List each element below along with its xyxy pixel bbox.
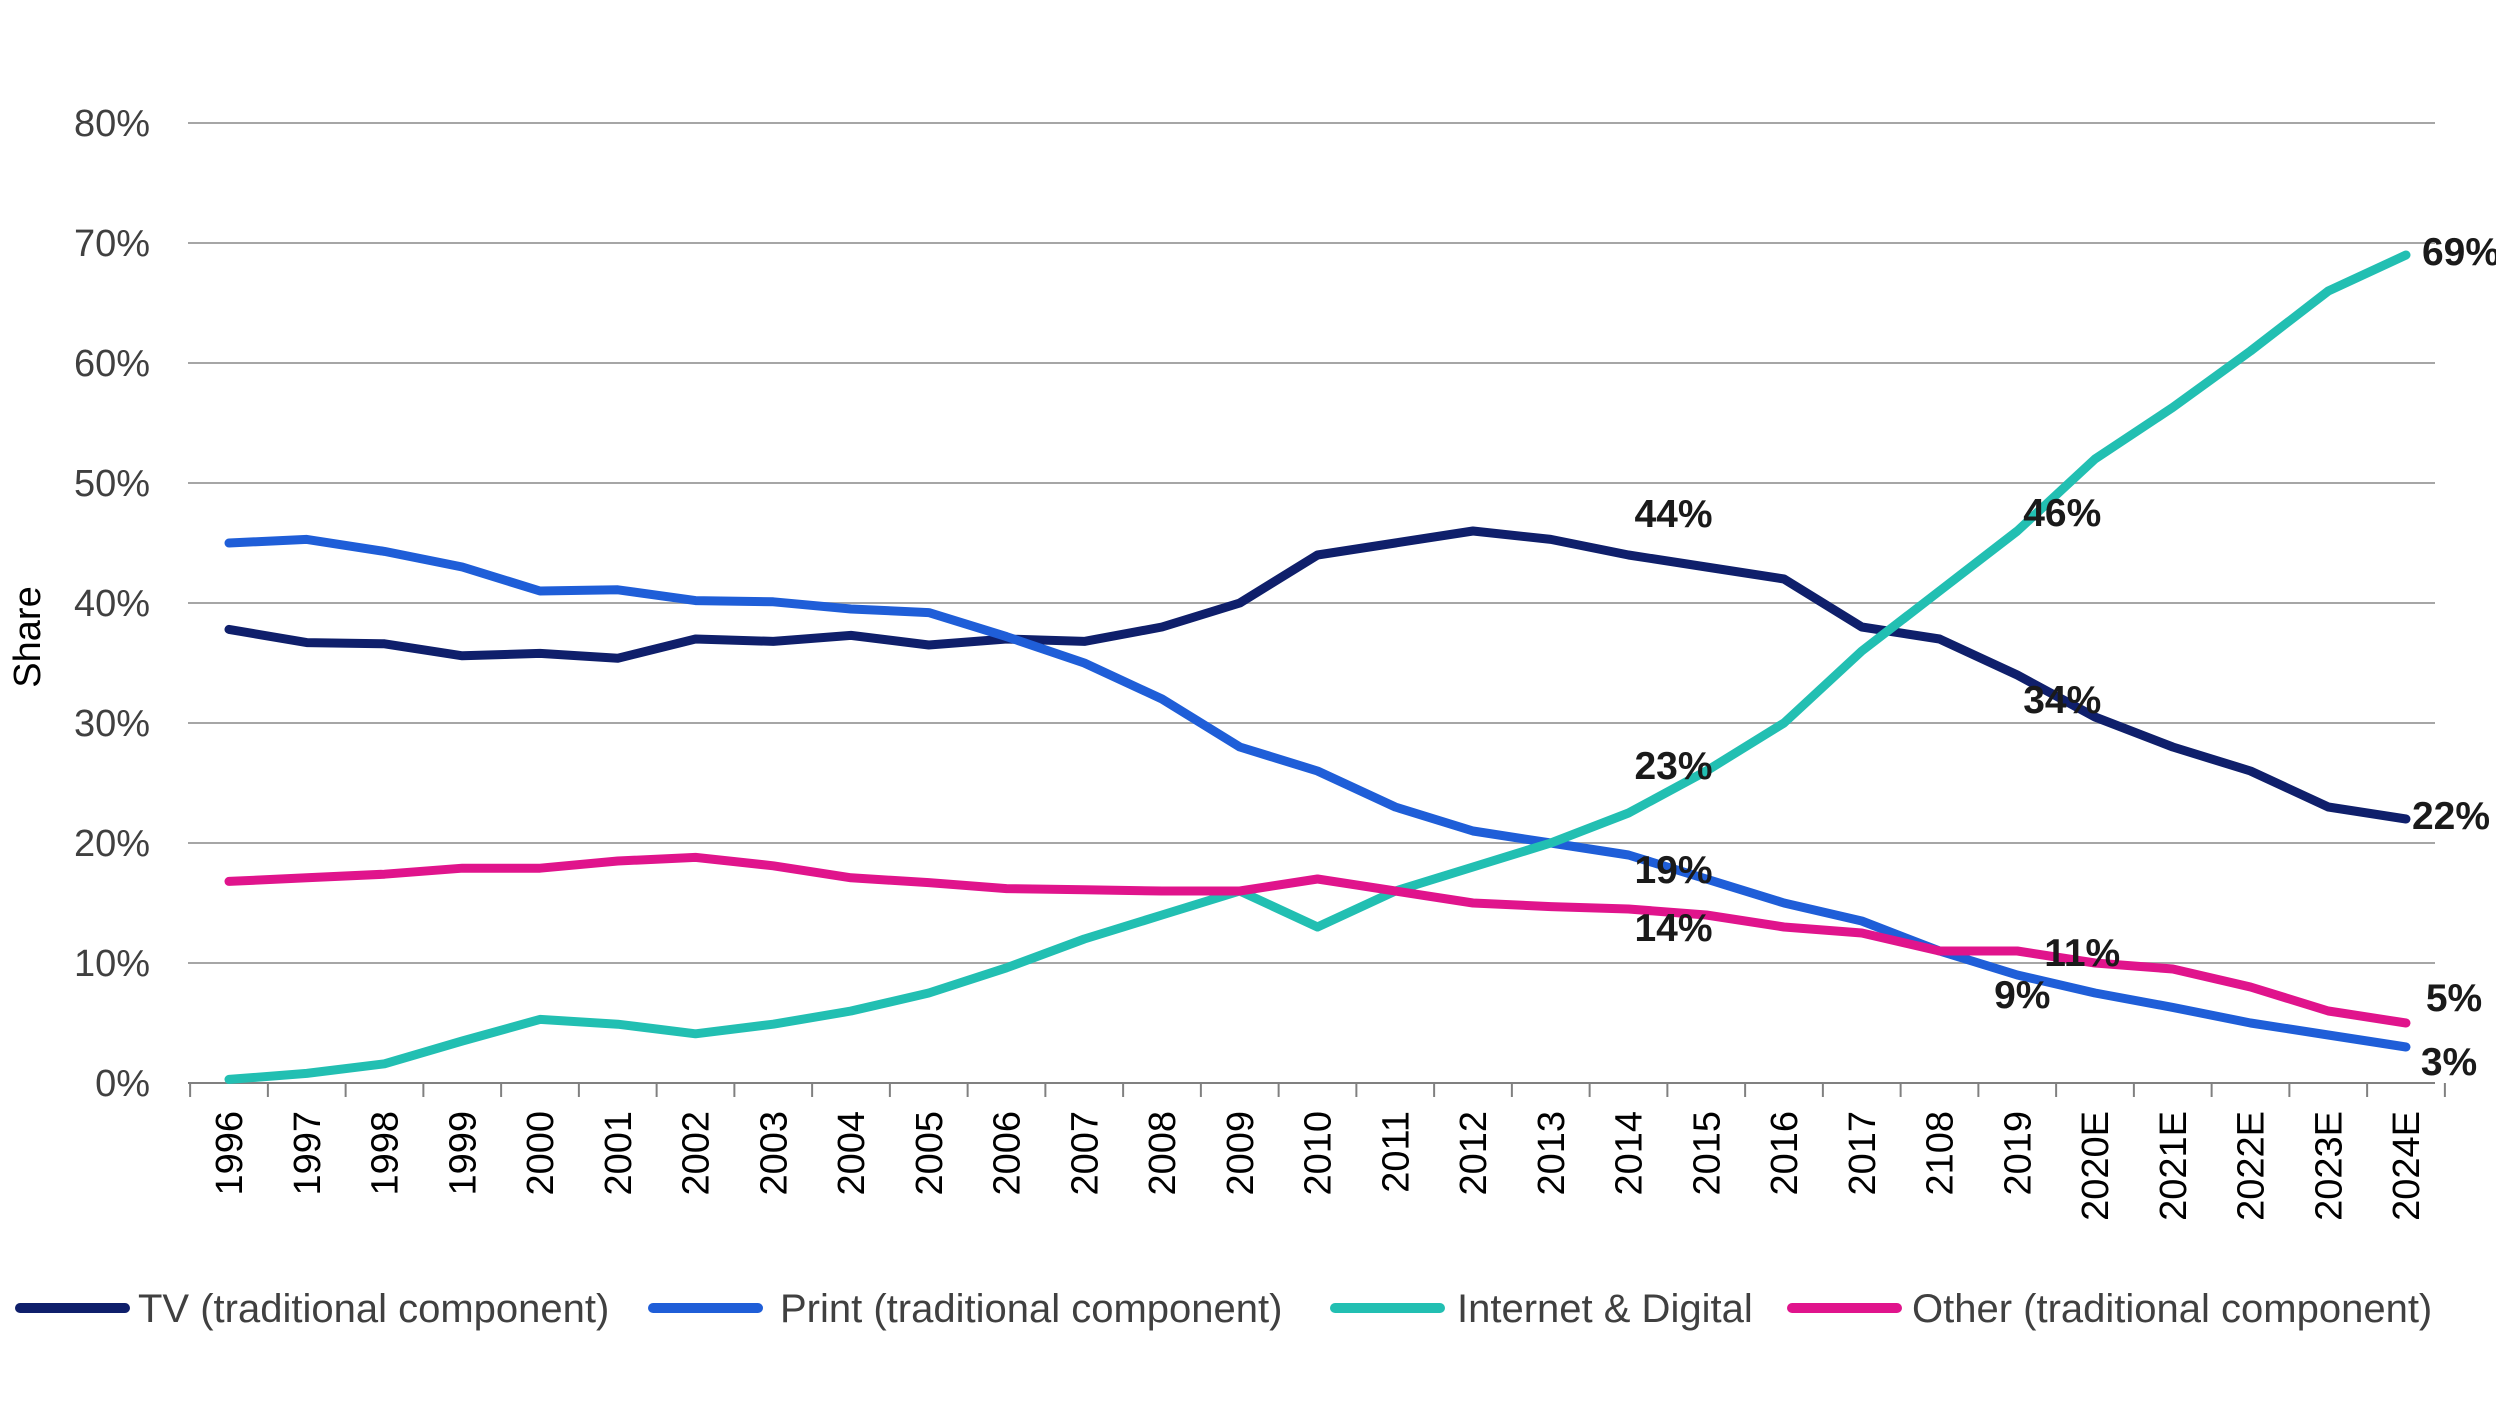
data-label: 3% (2421, 1041, 2477, 1084)
x-tick-label: 2012 (1453, 1111, 1495, 1196)
x-tick-label: 2011 (1375, 1111, 1417, 1193)
x-tick-label: 2023E (2308, 1111, 2350, 1221)
y-tick-label: 60% (74, 343, 150, 385)
y-tick-label: 20% (74, 823, 150, 865)
x-tick-label: 1996 (209, 1111, 251, 1196)
x-tick-label: 2007 (1064, 1111, 1106, 1196)
x-tick-label: 2108 (1920, 1111, 1962, 1196)
y-tick-label: 50% (74, 463, 150, 505)
x-tick-label: 2014 (1609, 1111, 1651, 1196)
x-tick-label: 2008 (1142, 1111, 1184, 1196)
x-tick-label: 2001 (598, 1111, 640, 1196)
data-labels: 44% 46% 34% 22% 69% 23% 19% 14% 11%9% 5% 3% (1634, 231, 2496, 1084)
legend: TV (traditional component) Print (traditi… (15, 1287, 2432, 1331)
data-label: 11% (2044, 932, 2120, 975)
data-label: 46% (2023, 492, 2101, 535)
x-tick-label: 2017 (1842, 1111, 1884, 1196)
legend-label: Print (traditional component) (780, 1287, 1282, 1331)
y-tick-label: 0% (95, 1063, 150, 1105)
data-label: 44% (1634, 493, 1712, 536)
y-tick-label: 10% (74, 943, 150, 985)
data-label: 69% (2422, 231, 2496, 274)
y-tick-label: 30% (74, 703, 150, 745)
x-tick-label: 2021E (2153, 1111, 2195, 1221)
x-tick-label: 2000 (520, 1111, 562, 1196)
x-tick-label: 2005 (909, 1111, 951, 1196)
axes: 0% 10% 20% 30% 40% 50% 60% 70% 80% 1996 1997 1998 19… (7, 103, 2446, 1221)
series-line-1 (224, 534, 2411, 1052)
x-tick-label: 2015 (1686, 1111, 1728, 1196)
y-tick-label: 40% (74, 583, 150, 625)
x-tick-label: 1999 (442, 1111, 484, 1196)
x-tick-label: 2009 (1220, 1111, 1262, 1196)
data-label: 19% (1634, 849, 1712, 892)
x-tick-label: 2024E (2386, 1111, 2428, 1221)
data-label: 5% (2426, 977, 2482, 1020)
x-tick-label: 2006 (987, 1111, 1029, 1196)
x-tick-label: 2016 (1764, 1111, 1806, 1196)
data-label: 9% (1994, 974, 2050, 1017)
x-tick-label: 1998 (365, 1111, 407, 1196)
data-label: 34% (2023, 679, 2101, 722)
x-tick-label: 2020E (2075, 1111, 2117, 1221)
y-tick-label: 80% (74, 103, 150, 145)
x-tick-label: 2013 (1531, 1111, 1573, 1196)
x-tick-label: 2003 (753, 1111, 795, 1196)
series-line-2 (224, 250, 2411, 1084)
legend-label: TV (traditional component) (138, 1287, 609, 1331)
x-tick-label: 2010 (1298, 1111, 1340, 1196)
x-tick-label: 2002 (676, 1111, 718, 1196)
y-tick-label: 70% (74, 223, 150, 265)
x-tick-label: 1997 (287, 1111, 329, 1196)
legend-label: Internet & Digital (1457, 1287, 1753, 1331)
series-line-3 (224, 852, 2411, 1028)
legend-label: Other (traditional component) (1912, 1287, 2432, 1331)
data-label: 23% (1634, 745, 1712, 788)
gridlines (188, 122, 2435, 964)
data-label: 14% (1634, 907, 1712, 950)
series-lines (224, 250, 2411, 1084)
data-label: 22% (2412, 795, 2490, 838)
y-axis-title: Share (7, 586, 49, 687)
x-tick-label: 2019 (1997, 1111, 2039, 1196)
x-tick-label: 2004 (831, 1111, 873, 1196)
x-tick-label: 2022E (2231, 1111, 2273, 1221)
series-line-0 (224, 526, 2411, 824)
